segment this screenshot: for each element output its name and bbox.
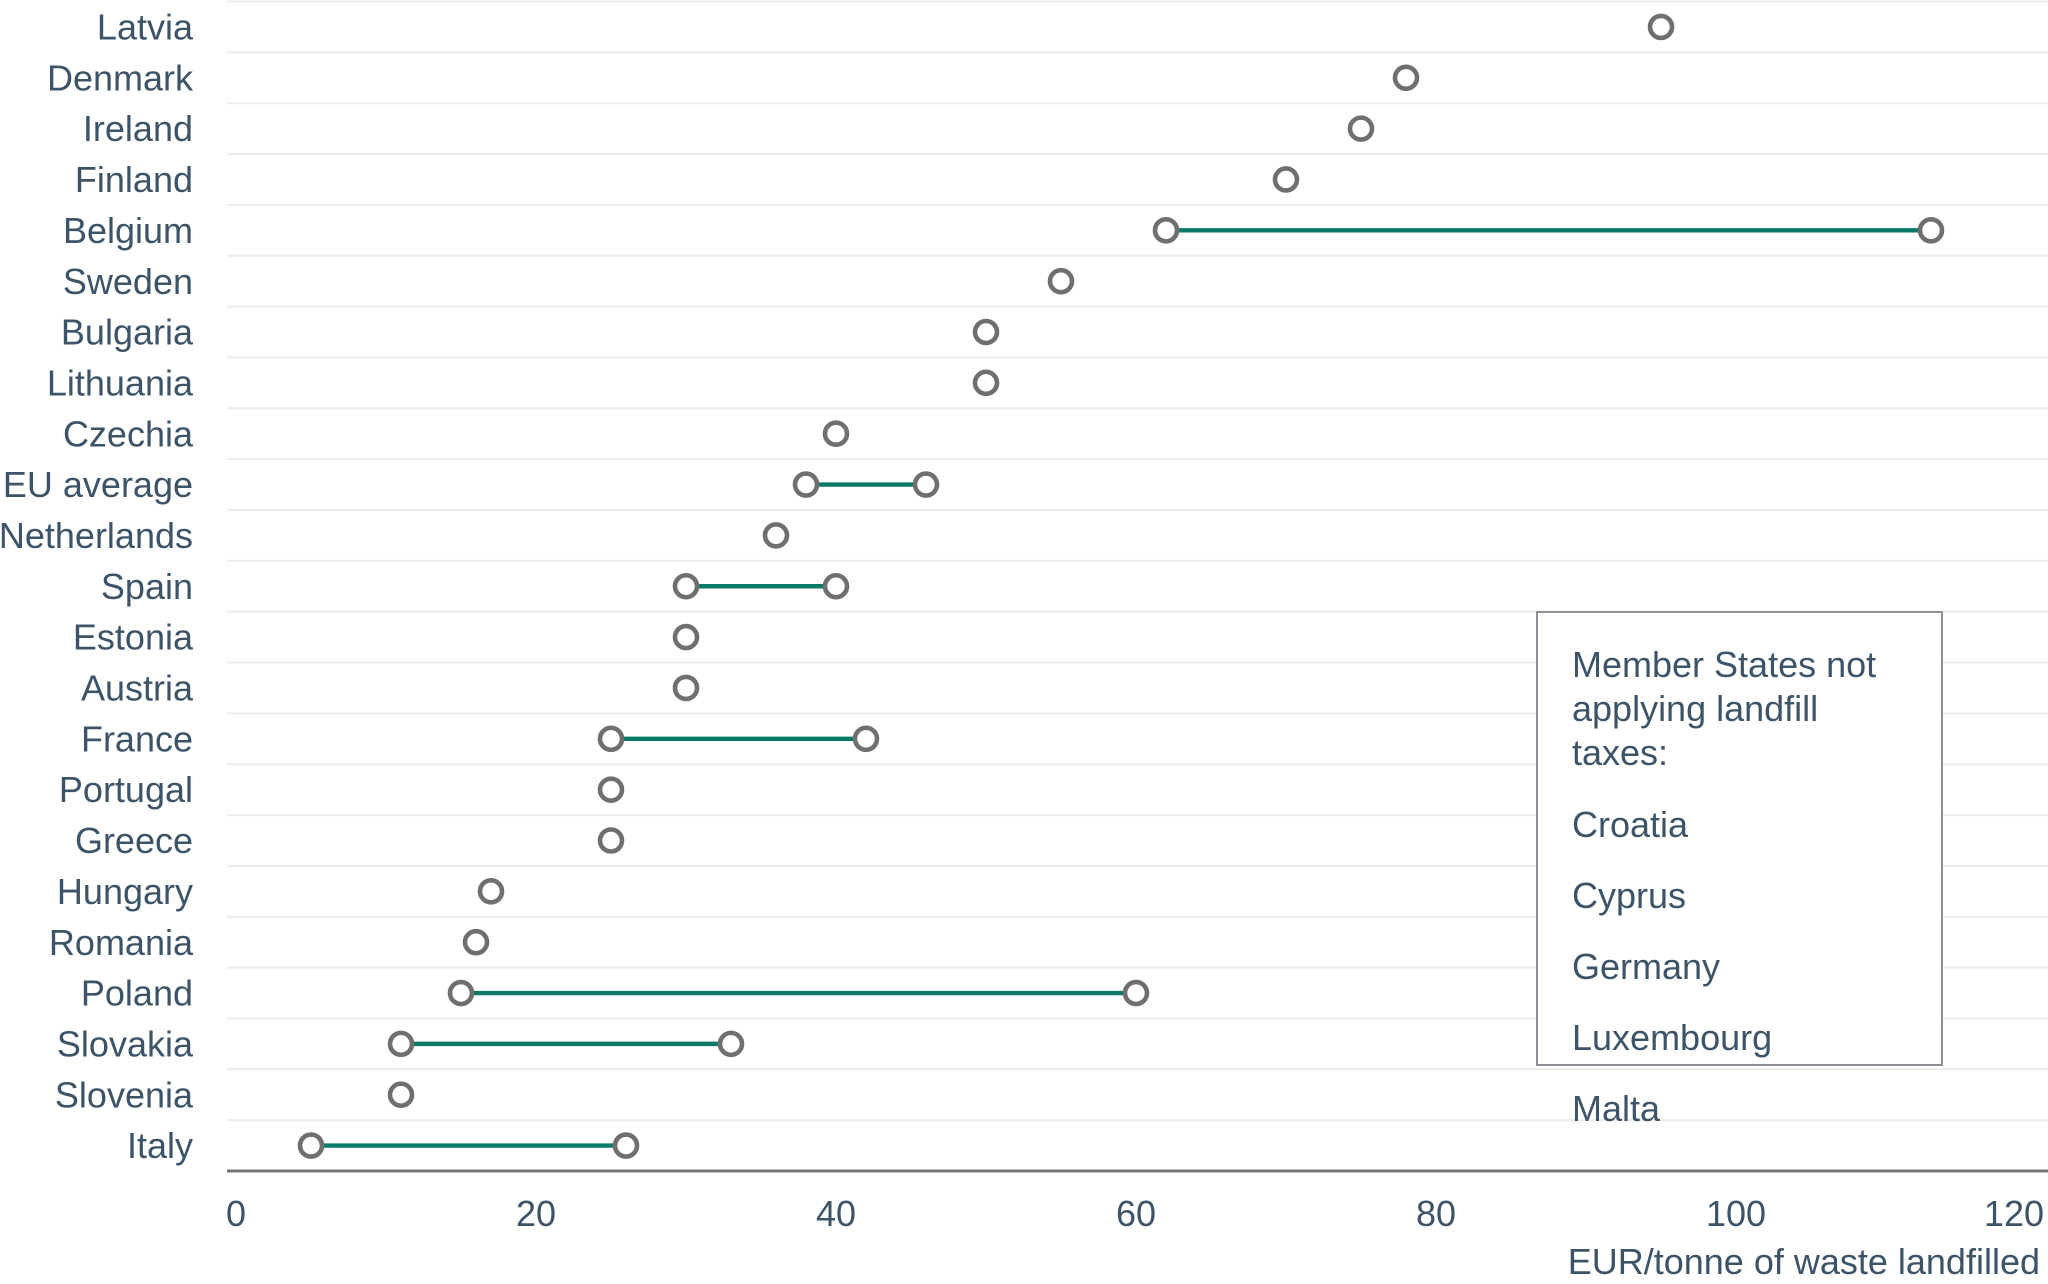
country-label: Ireland (83, 108, 193, 149)
min-tax-dot (1152, 217, 1180, 244)
max-tax-dot (717, 1030, 745, 1058)
country-label: Belgium (63, 210, 193, 251)
country-label: Slovakia (57, 1023, 194, 1064)
min-tax-dot (447, 979, 475, 1007)
tax-dot (1272, 166, 1300, 193)
legend-item-cyprus: Cyprus (1572, 874, 1687, 916)
legend-box: Member States not applying landfill taxe… (1536, 611, 1943, 1129)
country-label: Romania (49, 922, 194, 963)
country-labels: Latvia Denmark Ireland Finland Belgium Sweden… (0, 7, 194, 1167)
tax-dots (297, 13, 1945, 1159)
max-tax-dot (852, 725, 880, 753)
country-label: Hungary (57, 871, 193, 912)
min-tax-dot (792, 471, 820, 498)
min-tax-dot (297, 1132, 325, 1159)
x-tick-labels: 0 20 40 60 80 100 120 (226, 1193, 2044, 1234)
legend-item-croatia: Croatia (1572, 803, 1689, 845)
tax-dot (477, 878, 505, 905)
country-label: EU average (3, 464, 193, 505)
tax-dot (972, 369, 1000, 397)
legend-item-germany: Germany (1572, 945, 1721, 987)
country-label: Poland (81, 973, 193, 1014)
country-label: Greece (75, 820, 193, 861)
max-tax-dot (822, 572, 850, 600)
country-label: Austria (81, 668, 194, 709)
x-tick-label: 80 (1416, 1193, 1456, 1234)
min-tax-dot (597, 725, 625, 753)
min-tax-dot (387, 1030, 415, 1058)
tax-dot (972, 318, 1000, 346)
tax-dot (672, 674, 700, 702)
tax-dot (1047, 267, 1075, 295)
country-label: Latvia (97, 7, 194, 48)
x-tick-label: 120 (1984, 1193, 2044, 1234)
country-label: France (81, 718, 193, 759)
legend-item-luxembourg: Luxembourg (1572, 1016, 1773, 1058)
max-tax-dot (1122, 979, 1150, 1007)
x-axis-title: EUR/tonne of waste landfilled (1568, 1241, 2040, 1282)
legend-item-malta: Malta (1572, 1087, 1661, 1129)
range-lines (311, 228, 1931, 1148)
x-tick-label: 40 (816, 1193, 856, 1234)
country-label: Bulgaria (61, 312, 194, 353)
tax-dot (822, 420, 850, 448)
country-label: Spain (101, 566, 193, 607)
tax-dot (597, 827, 625, 854)
country-label: Sweden (63, 261, 193, 302)
country-label: Netherlands (0, 515, 193, 556)
tax-dot (462, 928, 490, 956)
min-tax-dot (672, 572, 700, 600)
country-label: Finland (75, 159, 193, 200)
country-label: Denmark (47, 57, 194, 98)
legend-title: Member States not applying landfill taxe… (1572, 644, 1877, 773)
x-tick-label: 60 (1116, 1193, 1156, 1234)
country-label: Italy (127, 1125, 193, 1166)
x-tick-label: 0 (226, 1193, 246, 1234)
tax-dot (1347, 115, 1375, 142)
country-label: Lithuania (47, 362, 194, 403)
x-tick-label: 100 (1706, 1193, 1766, 1234)
x-tick-label: 20 (516, 1193, 556, 1234)
tax-dot (1392, 64, 1420, 92)
max-tax-dot (612, 1132, 640, 1159)
tax-dot (387, 1081, 415, 1109)
country-label: Slovenia (55, 1074, 194, 1115)
tax-dot (1647, 13, 1675, 41)
max-tax-dot (912, 471, 940, 498)
max-tax-dot (1917, 217, 1945, 244)
tax-dot (672, 623, 700, 651)
tax-dot (597, 776, 625, 803)
country-label: Portugal (59, 769, 193, 810)
country-label: Czechia (63, 413, 194, 454)
tax-dot (762, 522, 790, 549)
country-label: Estonia (73, 617, 194, 658)
